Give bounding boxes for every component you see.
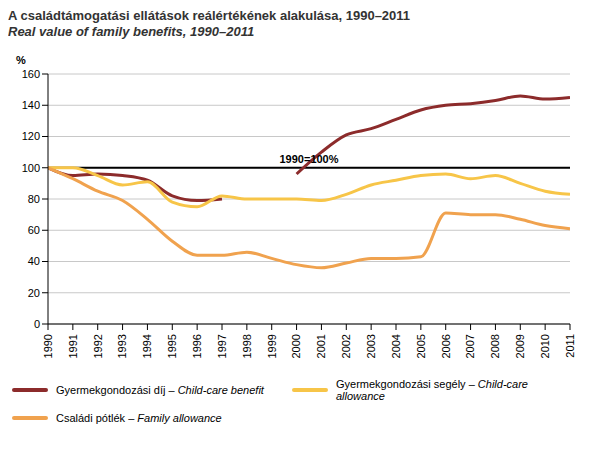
svg-text:1994: 1994 xyxy=(141,334,153,358)
svg-text:2009: 2009 xyxy=(514,334,526,358)
svg-text:100: 100 xyxy=(22,162,40,174)
svg-text:1990: 1990 xyxy=(42,334,54,358)
svg-text:2000: 2000 xyxy=(290,334,302,358)
svg-text:2006: 2006 xyxy=(440,334,452,358)
svg-text:40: 40 xyxy=(28,255,40,267)
svg-text:120: 120 xyxy=(22,130,40,142)
html-text:Gyermekgondozási díj – Child-c: Gyermekgondozási díj – Child-care benefi… xyxy=(56,384,264,396)
svg-text:2007: 2007 xyxy=(464,334,476,358)
svg-text:2004: 2004 xyxy=(390,334,402,358)
svg-text:20: 20 xyxy=(28,287,40,299)
html-text:Gyermekgondozási segély – Chil: Gyermekgondozási segély – Child-care all… xyxy=(336,378,528,402)
svg-text:80: 80 xyxy=(28,193,40,205)
svg-text:0: 0 xyxy=(34,318,40,330)
svg-text:2001: 2001 xyxy=(315,334,327,358)
html-text:A családtámogatási ellátások r: A családtámogatási ellátások reálértékén… xyxy=(8,8,411,23)
svg-text:1997: 1997 xyxy=(216,334,228,358)
svg-text:1998: 1998 xyxy=(241,334,253,358)
svg-text:2010: 2010 xyxy=(539,334,551,358)
svg-text:1992: 1992 xyxy=(92,334,104,358)
svg-text:1996: 1996 xyxy=(191,334,203,358)
svg-text:2003: 2003 xyxy=(365,334,377,358)
svg-text:140: 140 xyxy=(22,99,40,111)
html-text:Real value of family benefits,: Real value of family benefits, 1990–2011 xyxy=(8,24,255,39)
html-text:Családi pótlék – Family allowa: Családi pótlék – Family allowance xyxy=(56,412,222,424)
svg-text:60: 60 xyxy=(28,224,40,236)
svg-text:2011: 2011 xyxy=(564,334,576,358)
svg-text:2002: 2002 xyxy=(340,334,352,358)
svg-text:1993: 1993 xyxy=(116,334,128,358)
svg-text:1990=100%: 1990=100% xyxy=(279,153,338,165)
svg-text:1991: 1991 xyxy=(67,334,79,358)
svg-text:160: 160 xyxy=(22,68,40,80)
svg-text:1999: 1999 xyxy=(266,334,278,358)
svg-text:2005: 2005 xyxy=(415,334,427,358)
svg-text:1995: 1995 xyxy=(166,334,178,358)
svg-text:2008: 2008 xyxy=(489,334,501,358)
